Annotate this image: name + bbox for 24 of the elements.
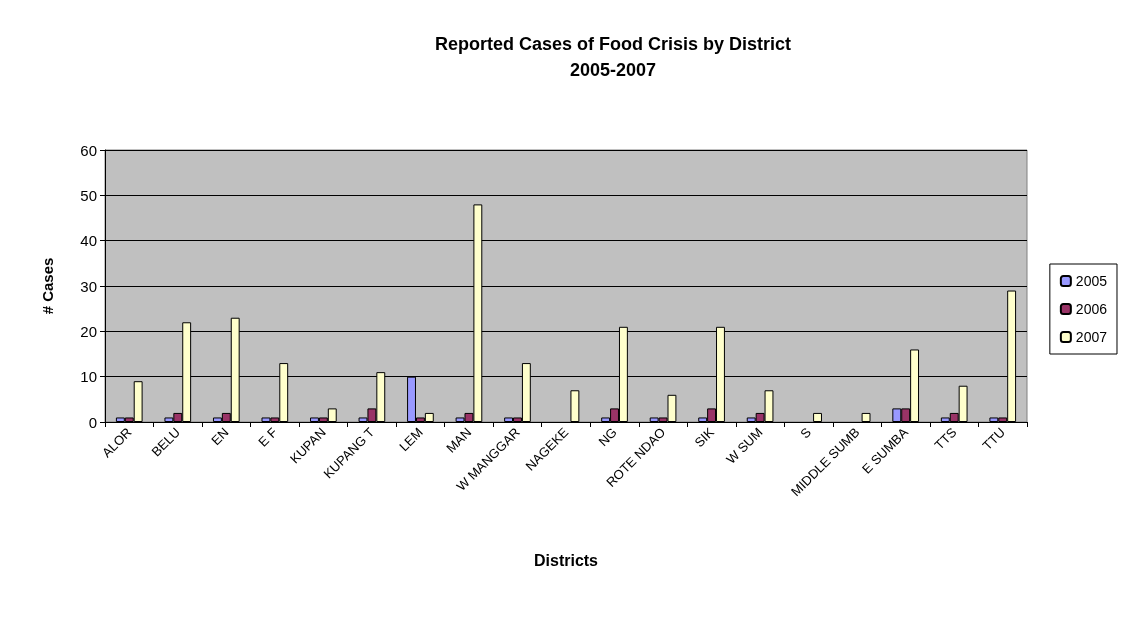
x-tick-label: TTS bbox=[931, 424, 960, 453]
legend-label: 2006 bbox=[1075, 301, 1108, 317]
y-tick-label: 30 bbox=[80, 277, 97, 295]
chart-title: Reported Cases of Food Crisis by District bbox=[434, 34, 792, 54]
bar bbox=[813, 412, 822, 422]
y-tick-label: 40 bbox=[80, 232, 97, 250]
x-tick-label: TTU bbox=[979, 424, 1009, 454]
x-tick-label: EN bbox=[208, 424, 232, 449]
legend-label: 2005 bbox=[1075, 273, 1108, 289]
y-tick-label: 0 bbox=[88, 413, 97, 431]
y-tick-label: 50 bbox=[80, 186, 97, 204]
y-tick-label: 10 bbox=[80, 368, 97, 386]
y-tick-label: 20 bbox=[80, 322, 97, 340]
x-axis-title: Districts bbox=[533, 551, 599, 569]
bar bbox=[861, 412, 871, 422]
x-tick-label: SIK bbox=[691, 424, 718, 451]
bar bbox=[570, 390, 580, 422]
y-axis-title: # Cases bbox=[39, 257, 56, 315]
legend-label: 2007 bbox=[1075, 329, 1108, 345]
chart-subtitle: 2005-2007 bbox=[569, 60, 657, 80]
y-tick-label: 60 bbox=[80, 141, 97, 159]
x-tick-label: S bbox=[797, 424, 815, 442]
x-tick-label: E F bbox=[255, 424, 281, 450]
x-tick-label: NG bbox=[595, 424, 620, 450]
